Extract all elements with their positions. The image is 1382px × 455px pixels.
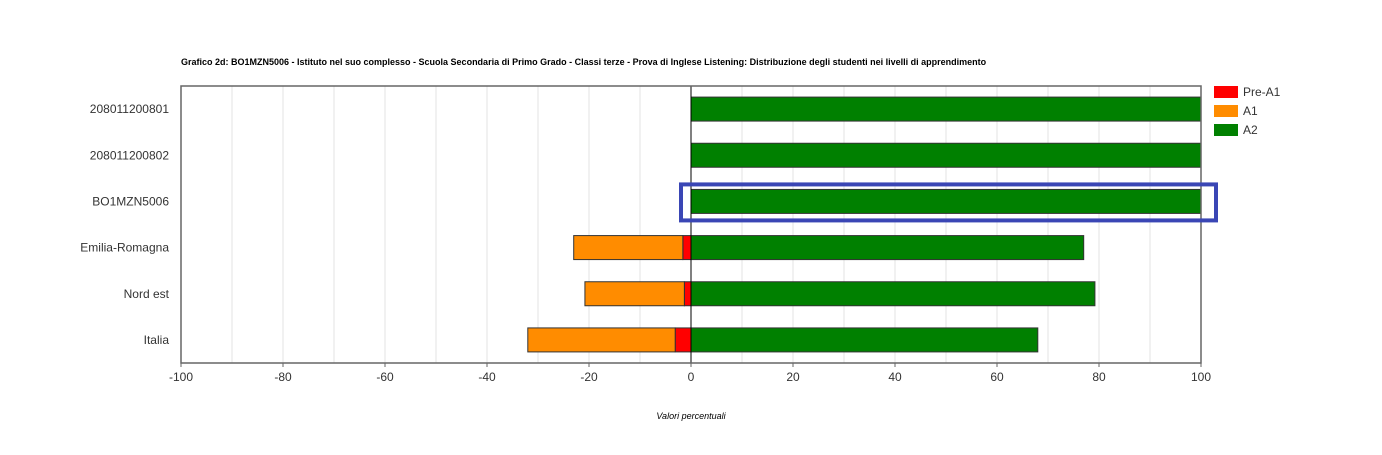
category-label: 208011200802 xyxy=(90,148,170,162)
chart-title: Grafico 2d: BO1MZN5006 - Istituto nel su… xyxy=(181,57,987,67)
bar-segment-pre-a1 xyxy=(683,281,692,307)
category-label: Italia xyxy=(144,333,170,347)
bar-segment-a2 xyxy=(690,281,1096,307)
x-tick-label: 80 xyxy=(1092,370,1106,384)
x-tick-labels: -100 -80 -60 -40 -20 0 20 40 60 80 100 xyxy=(169,363,1211,384)
x-tick-label: 60 xyxy=(990,370,1004,384)
bar-segment-a1 xyxy=(527,327,676,353)
bar-segment-a2 xyxy=(690,235,1085,261)
bar-segment-a1 xyxy=(573,235,684,261)
bar-segment-a2 xyxy=(690,142,1202,168)
category-label: Emilia-Romagna xyxy=(80,241,169,255)
x-tick-label: -60 xyxy=(376,370,394,384)
bar-segment-a2 xyxy=(690,96,1202,122)
bar-segment-a2 xyxy=(690,188,1202,214)
category-label: BO1MZN5006 xyxy=(92,194,169,208)
category-label: Nord est xyxy=(124,287,170,301)
x-axis-title: Valori percentuali xyxy=(656,411,726,421)
x-tick-label: -40 xyxy=(478,370,496,384)
highlight-rectangle xyxy=(679,182,1218,223)
legend-label: A1 xyxy=(1243,104,1258,118)
x-tick-label: 20 xyxy=(786,370,800,384)
highlight-box xyxy=(679,182,1218,223)
bar-segment-pre-a1 xyxy=(674,327,692,353)
x-tick-label: 40 xyxy=(888,370,902,384)
bars xyxy=(527,96,1202,353)
bar-segment-pre-a1 xyxy=(682,235,692,261)
category-labels: 208011200801 208011200802 BO1MZN5006 Emilia… xyxy=(80,102,169,347)
legend-label: A2 xyxy=(1243,123,1258,137)
x-tick-label: 100 xyxy=(1191,370,1211,384)
category-label: 208011200801 xyxy=(90,102,170,116)
bar-segment-a2 xyxy=(690,327,1039,353)
legend-swatch xyxy=(1214,124,1238,136)
legend: Pre-A1 A1 A2 xyxy=(1214,85,1281,137)
legend-swatch xyxy=(1214,105,1238,117)
legend-swatch xyxy=(1214,86,1238,98)
x-tick-label: -20 xyxy=(580,370,598,384)
x-tick-label: 0 xyxy=(688,370,695,384)
bar-segment-a1 xyxy=(584,281,685,307)
x-tick-label: -80 xyxy=(274,370,292,384)
legend-label: Pre-A1 xyxy=(1243,85,1281,99)
x-tick-label: -100 xyxy=(169,370,193,384)
grid-lines xyxy=(231,86,1151,363)
